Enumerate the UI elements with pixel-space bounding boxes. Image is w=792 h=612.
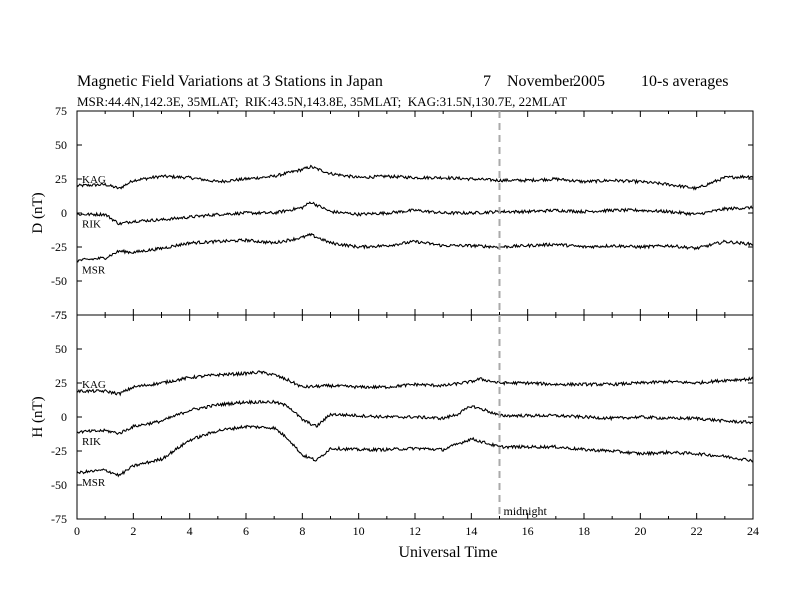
x-tick-label: 6 — [243, 524, 249, 538]
series-label-rik: RIK — [82, 218, 101, 230]
x-tick-label: 20 — [634, 524, 646, 538]
station-coordinates: MSR:44.4N,142.3E, 35MLAT; RIK:43.5N,143.… — [77, 94, 568, 109]
x-tick-label: 4 — [187, 524, 193, 538]
series-line-h-kag — [76, 370, 754, 397]
series-line-d-msr — [76, 232, 754, 263]
series-label-rik: RIK — [82, 436, 101, 448]
x-tick-label: 14 — [465, 524, 477, 538]
series-lines — [76, 164, 754, 478]
x-tick-label: 10 — [353, 524, 365, 538]
y-tick-label: 50 — [55, 138, 67, 152]
panel-d-frame — [76, 110, 754, 316]
series-label-kag: KAG — [82, 379, 106, 391]
y-tick-label: 75 — [55, 308, 67, 322]
series-line-h-rik — [76, 399, 754, 435]
y-tick-label: 25 — [55, 376, 67, 390]
series-line-h-msr — [76, 424, 754, 478]
y-tick-label: -75 — [51, 512, 67, 526]
x-tick-label: 12 — [409, 524, 421, 538]
y-tick-label: -25 — [51, 240, 67, 254]
x-tick-label: 22 — [691, 524, 703, 538]
axis-labels: 75 50 25 0 -25 -50 -75 KAG RIK MSR 75 50 25 0 -25 -50 -7… — [51, 104, 759, 538]
h-axis-label: H (nT) — [30, 396, 46, 437]
series-line-d-rik — [76, 201, 754, 226]
y-tick-label: -75 — [51, 308, 67, 322]
date-month: November — [507, 73, 575, 90]
x-tick-label: 18 — [578, 524, 590, 538]
y-tick-label: 0 — [61, 410, 67, 424]
x-axis-label: Universal Time — [398, 544, 497, 561]
series-label-msr: MSR — [82, 477, 106, 489]
date-day: 7 — [483, 73, 491, 90]
x-tick-label: 16 — [522, 524, 534, 538]
y-tick-label: 75 — [55, 104, 67, 118]
d-axis-label: D (nT) — [30, 192, 46, 233]
chart-title: Magnetic Field Variations at 3 Stations … — [77, 73, 383, 90]
y-tick-label: 0 — [61, 206, 67, 220]
y-tick-label: 50 — [55, 342, 67, 356]
series-line-d-kag — [76, 164, 754, 191]
y-tick-label: -25 — [51, 444, 67, 458]
x-tick-label: 0 — [74, 524, 80, 538]
chart-header: Magnetic Field Variations at 3 Stations … — [0, 0, 792, 110]
midnight-label: midnight — [504, 504, 548, 518]
y-tick-label: 25 — [55, 172, 67, 186]
averaging-label: 10-s averages — [641, 73, 729, 90]
series-label-msr: MSR — [82, 265, 106, 277]
y-tick-label: -50 — [51, 274, 67, 288]
date-year: 2005 — [573, 73, 605, 90]
x-tick-label: 24 — [747, 524, 759, 538]
series-label-kag: KAG — [82, 174, 106, 186]
x-tick-label: 2 — [130, 524, 136, 538]
y-tick-label: -50 — [51, 478, 67, 492]
x-tick-label: 8 — [299, 524, 305, 538]
